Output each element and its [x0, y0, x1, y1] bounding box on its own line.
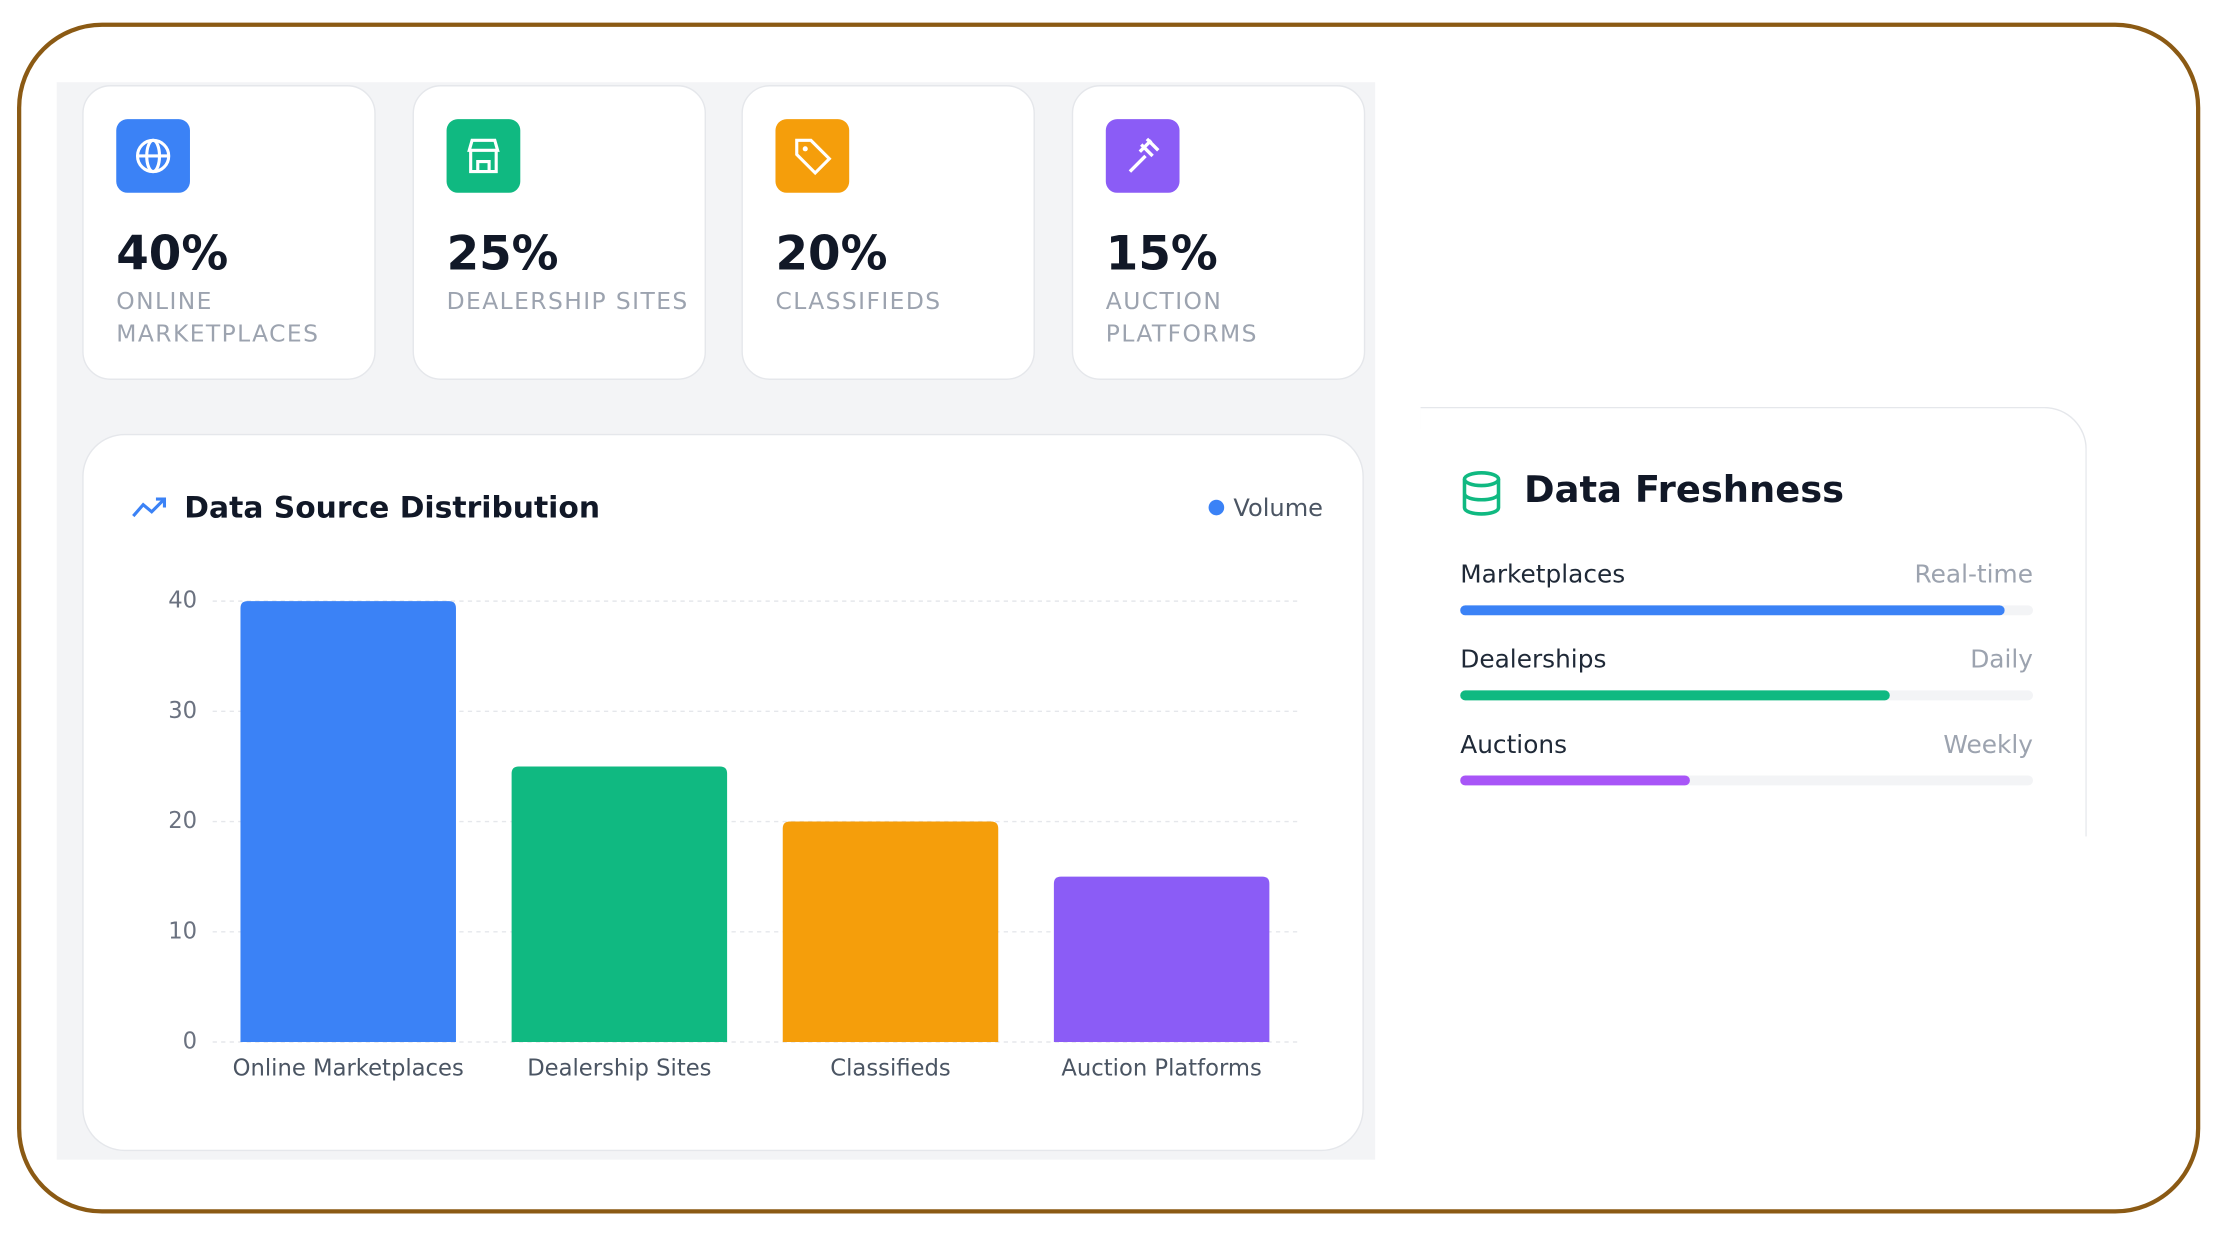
row-status: Weekly [1943, 731, 2033, 760]
stat-card: 20% CLASSIFIEDS [741, 85, 1035, 380]
bar [1053, 876, 1270, 1043]
legend-label: Volume [1233, 494, 1323, 522]
database-icon [1462, 471, 1501, 516]
progress-fill [1460, 775, 1690, 786]
y-tick-label: 0 [183, 1029, 197, 1055]
bar [782, 821, 999, 1043]
stat-label: ONLINE MARKETPLACES [116, 287, 320, 348]
bar [240, 601, 456, 1043]
stat-label: AUCTION PLATFORMS [1105, 287, 1258, 348]
stat-icon [446, 119, 521, 193]
stat-card: 25% DEALERSHIP SITES [412, 85, 707, 380]
stat-icon [1105, 119, 1180, 193]
progress-track [1460, 775, 2033, 786]
progress-fill [1460, 690, 1890, 701]
y-tick-label: 40 [168, 588, 197, 614]
progress-track [1460, 605, 2033, 616]
trend-icon [132, 497, 166, 518]
row-status: Real-time [1914, 561, 2033, 590]
stat-label: DEALERSHIP SITES [446, 287, 689, 315]
stat-label: CLASSIFIEDS [775, 287, 942, 315]
freshness-panel [1420, 406, 2116, 837]
icon-glyph [135, 138, 171, 174]
chart-title: Data Source Distribution [184, 490, 600, 525]
row-label: Auctions [1460, 731, 1568, 760]
row-label: Dealerships [1460, 646, 1607, 675]
row-status: Daily [1970, 646, 2033, 675]
row-label: Marketplaces [1460, 561, 1626, 590]
freshness-card [1420, 406, 2087, 837]
frame [17, 22, 2201, 1214]
stat-card: 40% ONLINE MARKETPLACES [82, 85, 376, 380]
stat-value: 40% [116, 225, 229, 281]
trend-icon-arrow [155, 497, 167, 508]
bar [511, 766, 728, 1043]
stat-card: 15% AUCTION PLATFORMS [1071, 85, 1366, 380]
stat-icon [775, 119, 850, 193]
progress-fill [1460, 605, 2005, 616]
freshness-title: Data Freshness [1524, 469, 1845, 512]
stat-value: 15% [1105, 225, 1218, 281]
x-tick-label: Online Marketplaces [233, 1055, 464, 1081]
icon-glyph [795, 138, 832, 176]
icon-glyph [1128, 137, 1160, 173]
stat-value: 25% [446, 225, 559, 281]
x-tick-label: Classifieds [830, 1055, 950, 1081]
progress-track [1460, 690, 2033, 701]
y-tick-label: 20 [168, 808, 197, 834]
stat-value: 20% [775, 225, 888, 281]
legend-swatch [1208, 499, 1225, 516]
y-tick-label: 30 [168, 698, 197, 724]
stat-icon [116, 119, 190, 193]
y-tick-label: 10 [168, 918, 197, 944]
x-tick-label: Dealership Sites [527, 1055, 711, 1081]
icon-glyph [467, 138, 500, 174]
x-tick-label: Auction Platforms [1061, 1055, 1261, 1081]
